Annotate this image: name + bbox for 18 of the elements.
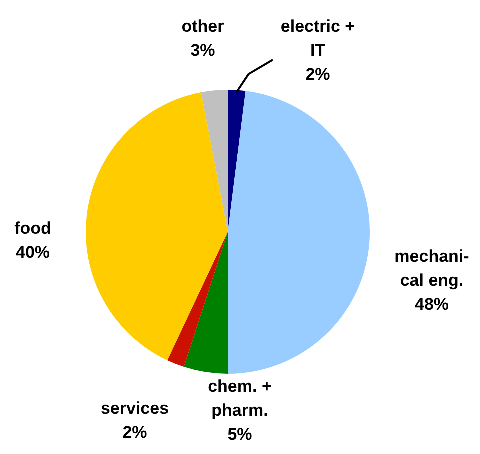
- slice-label: other: [182, 17, 225, 36]
- pie-slice: [86, 92, 228, 360]
- pie-slice: [228, 90, 246, 232]
- slice-label: mechani- cal eng.: [394, 247, 470, 290]
- slice-label: food: [14, 219, 52, 238]
- slice-label: electric + IT: [280, 17, 356, 60]
- pie-slice: [168, 232, 228, 368]
- data-label: 5%: [228, 425, 252, 444]
- pie-slice: [201, 90, 228, 232]
- slice-label: services: [100, 399, 170, 418]
- pie-slice: [228, 91, 370, 374]
- data-label: 48%: [414, 295, 450, 314]
- data-label: 2%: [306, 65, 330, 84]
- pie-slice: [184, 232, 228, 374]
- slice-label: chem. + pharm.: [208, 377, 272, 420]
- data-label: 3%: [190, 41, 216, 60]
- data-label: 40%: [16, 243, 50, 262]
- data-label: 2%: [122, 423, 148, 442]
